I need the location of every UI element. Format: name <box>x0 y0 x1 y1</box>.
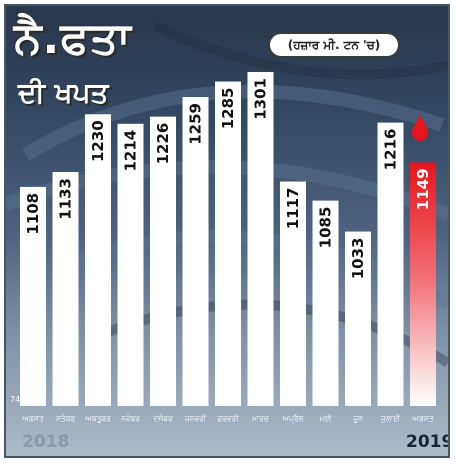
chart-title: ਨੈ.ਫਤਾ <box>14 13 132 64</box>
category-label-1: ਸਤੰਬਰ <box>55 413 76 423</box>
value-label-9: 1085 <box>317 207 335 249</box>
bar-12 <box>410 162 436 406</box>
bar-7 <box>247 72 274 406</box>
category-label-11: ਜੁਲਾਈ <box>380 414 401 423</box>
infographic-frame: 1108 1133 1230 1214 1226 1259 1285 1301 1117 1085… <box>4 4 450 458</box>
bar-10 <box>345 231 371 406</box>
category-label-7: ਮਾਰਚ <box>251 414 270 423</box>
value-label-10: 1033 <box>349 238 367 280</box>
unit-label: (ਹਜ਼ਾਰ ਮੀ. ਟਨ 'ਚ) <box>268 32 400 58</box>
bar-chart: 1108 1133 1230 1214 1226 1259 1285 1301 1117 1085… <box>10 72 436 424</box>
bar-2 <box>85 114 111 407</box>
bar-11 <box>377 122 404 406</box>
value-label-12: 1149 <box>414 168 432 210</box>
category-label-0: ਅਗਸਤ <box>21 414 45 423</box>
oil-drop-icon <box>412 115 428 141</box>
bar-5 <box>182 97 209 407</box>
year-label-2018: 2018 <box>22 432 70 452</box>
category-label-6: ਫਰਵਰੀ <box>216 414 239 423</box>
category-label-8: ਅਪ੍ਰੈਲ <box>281 413 304 424</box>
category-label-5: ਜਨਵਰੀ <box>184 414 207 423</box>
category-label-4: ਦਸੰਬਰ <box>152 413 174 423</box>
category-label-9: ਮਈ <box>319 414 333 423</box>
category-label-10: ਜੂਨ <box>352 414 364 423</box>
baseline-label: 740 <box>10 395 25 404</box>
chart-subtitle: ਦੀ ਖਪਤ <box>18 76 109 109</box>
bar-6 <box>215 81 241 406</box>
category-label-12: ਅਗਸਤ <box>411 414 435 423</box>
value-label-0: 1108 <box>24 193 42 235</box>
value-label-5: 1259 <box>187 103 205 145</box>
category-label-2: ਅਕਤੂਬਰ <box>84 414 112 423</box>
bar-0 <box>20 186 46 406</box>
bar-3 <box>117 123 144 407</box>
value-label-4: 1226 <box>154 123 172 165</box>
bar-8 <box>280 181 306 406</box>
value-label-7: 1301 <box>252 78 270 120</box>
category-label-3: ਨਵੰਬਰ <box>120 413 141 423</box>
bar-4 <box>150 116 176 406</box>
value-label-8: 1117 <box>284 188 302 230</box>
value-label-3: 1214 <box>122 130 140 172</box>
value-label-11: 1216 <box>382 129 400 171</box>
year-label-2019: 2019 <box>406 432 450 452</box>
bar-1 <box>52 172 79 406</box>
value-label-2: 1230 <box>89 120 107 162</box>
value-label-6: 1285 <box>219 88 237 130</box>
bar-9 <box>312 200 339 406</box>
value-label-1: 1133 <box>57 178 75 220</box>
